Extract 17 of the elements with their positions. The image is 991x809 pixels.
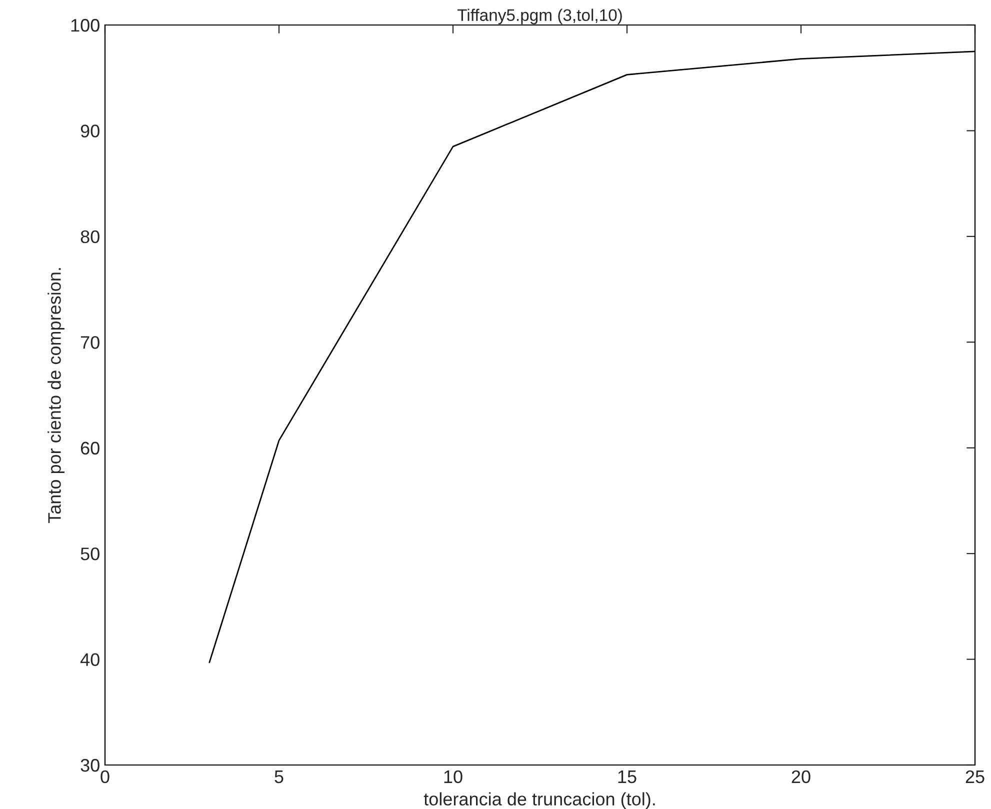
x-tick-label: 20 — [792, 770, 810, 784]
x-tick-label: 10 — [444, 770, 462, 784]
x-tick-label: 25 — [966, 770, 984, 784]
y-tick-label: 100 — [71, 18, 100, 32]
x-axis-title: tolerancia de truncacion (tol). — [424, 792, 655, 809]
y-tick-label: 40 — [80, 653, 100, 666]
y-tick-label: 30 — [80, 758, 100, 772]
y-axis-title: Tanto por ciento de compresion. — [48, 268, 64, 524]
y-tick-label: 80 — [80, 230, 100, 244]
x-tick-label: 0 — [100, 770, 110, 784]
chart-title: Tiffany5.pgm (3,tol,10) — [457, 8, 622, 24]
y-tick-label: 90 — [80, 124, 100, 138]
x-tick-label: 5 — [274, 770, 284, 784]
y-tick-label: 60 — [80, 442, 100, 455]
y-tick-label: 70 — [80, 336, 100, 349]
x-tick-label: 15 — [618, 770, 636, 784]
y-tick-label: 50 — [80, 548, 100, 560]
